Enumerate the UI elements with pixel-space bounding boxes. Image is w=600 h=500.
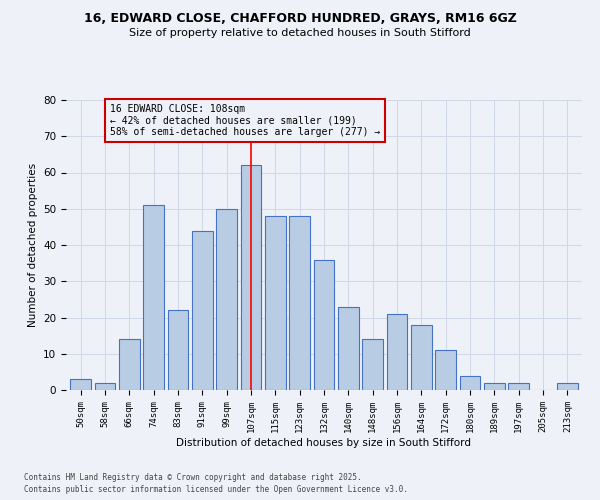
Bar	[411, 325, 432, 390]
Bar	[460, 376, 481, 390]
Bar	[95, 383, 115, 390]
Text: Size of property relative to detached houses in South Stifford: Size of property relative to detached ho…	[129, 28, 471, 38]
Bar	[508, 383, 529, 390]
Bar	[484, 383, 505, 390]
Bar	[314, 260, 334, 390]
Bar	[216, 209, 237, 390]
Bar	[289, 216, 310, 390]
Bar	[557, 383, 578, 390]
Bar	[143, 205, 164, 390]
Bar	[119, 339, 140, 390]
Bar	[436, 350, 456, 390]
Bar	[167, 310, 188, 390]
Text: 16 EDWARD CLOSE: 108sqm
← 42% of detached houses are smaller (199)
58% of semi-d: 16 EDWARD CLOSE: 108sqm ← 42% of detache…	[110, 104, 380, 137]
Bar	[70, 379, 91, 390]
Text: Contains public sector information licensed under the Open Government Licence v3: Contains public sector information licen…	[24, 485, 408, 494]
Bar	[362, 339, 383, 390]
Bar	[241, 165, 262, 390]
Bar	[265, 216, 286, 390]
Bar	[386, 314, 407, 390]
Y-axis label: Number of detached properties: Number of detached properties	[28, 163, 38, 327]
Text: Contains HM Land Registry data © Crown copyright and database right 2025.: Contains HM Land Registry data © Crown c…	[24, 472, 362, 482]
X-axis label: Distribution of detached houses by size in South Stifford: Distribution of detached houses by size …	[176, 438, 472, 448]
Bar	[192, 230, 212, 390]
Bar	[338, 306, 359, 390]
Text: 16, EDWARD CLOSE, CHAFFORD HUNDRED, GRAYS, RM16 6GZ: 16, EDWARD CLOSE, CHAFFORD HUNDRED, GRAY…	[83, 12, 517, 26]
